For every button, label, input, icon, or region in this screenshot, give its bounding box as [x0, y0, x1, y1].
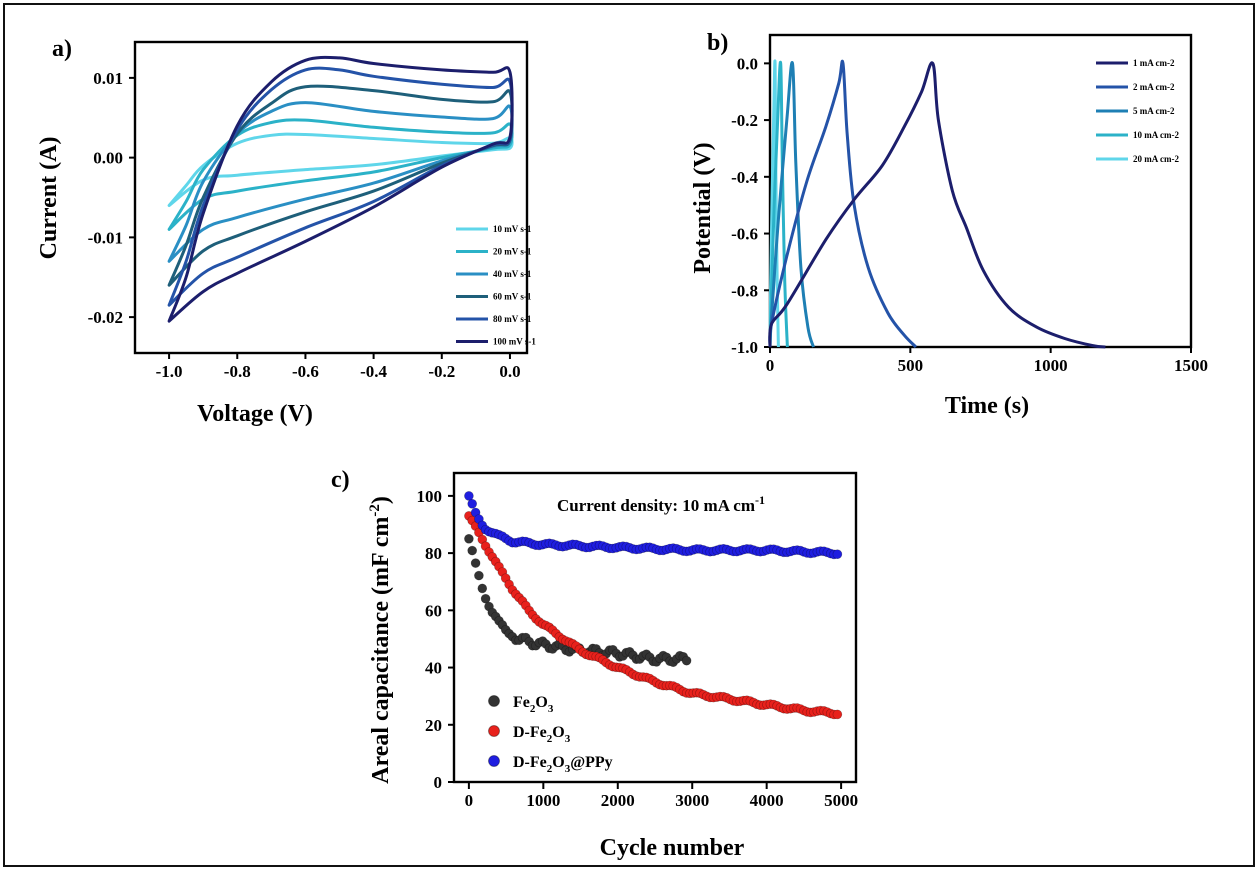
- panel-c-y-tick-label: 20: [425, 716, 442, 735]
- panel-b-legend-label: 20 mA cm-2: [1133, 154, 1179, 164]
- cv-curve-1: [167, 132, 514, 207]
- panel-a-label: a): [52, 36, 72, 62]
- cycle-point: [480, 593, 491, 604]
- panel-c-x-tick-label: 1000: [526, 791, 560, 810]
- panel-c: c) Cycle number Areal capacitance (mF cm…: [331, 467, 858, 861]
- panel-b-legend-label: 10 mA cm-2: [1133, 130, 1179, 140]
- panel-a-x-tick-label: -1.0: [156, 362, 183, 381]
- panel-a: a) Voltage (V) Current (A) -1.0 -0.8 -0.6 -…: [36, 36, 536, 427]
- panel-c-label: c): [331, 467, 350, 493]
- panel-c-y-tick-label: 80: [425, 544, 442, 563]
- panel-c-plot-frame: [452, 471, 858, 784]
- panel-c-x-tick-label: 2000: [601, 791, 635, 810]
- cv-curve-3: [167, 101, 514, 263]
- panel-b-y-tick-label: -0.2: [731, 111, 758, 130]
- panel-c-x-tick-label: 0: [465, 791, 474, 810]
- panel-a-xlabel: Voltage (V): [197, 401, 313, 427]
- cycle-point: [470, 558, 481, 568]
- cycle-point: [467, 498, 478, 509]
- panel-c-ylabel: Areal capacitance (mF cm-2): [367, 496, 394, 784]
- panel-c-x-tick-label: 4000: [750, 791, 784, 810]
- panel-b-ylabel: Potential (V): [690, 142, 716, 273]
- panel-c-legend-label: D-Fe2O3@PPy: [513, 754, 613, 775]
- panel-b: b) Time (s) Potential (V) 0 500 1000 1500 0.…: [690, 30, 1208, 419]
- panel-b-x-tick-label: 1000: [1034, 356, 1068, 375]
- panel-a-y-tick-label: 0.01: [93, 69, 123, 88]
- panel-a-plot-frame: [133, 40, 529, 355]
- panel-b-y-tick-label: 0.0: [737, 54, 758, 73]
- panel-b-y-tick-label: -0.8: [731, 281, 758, 300]
- panel-a-x-tick-label: -0.4: [360, 362, 387, 381]
- panel-c-y-tick-label: 60: [425, 601, 442, 620]
- panel-b-x-tick-label: 500: [898, 356, 924, 375]
- cycle-point: [474, 570, 484, 581]
- panel-c-legend-label: Fe2O3: [513, 694, 554, 715]
- panel-c-y-tick-label: 0: [434, 773, 443, 792]
- panel-c-legend-label: D-Fe2O3: [513, 724, 571, 745]
- cv-curve-5: [167, 66, 514, 307]
- panel-c-y-tick-label: 40: [425, 659, 442, 678]
- figure-frame: [3, 3, 1255, 867]
- panel-b-y-tick-label: -1.0: [731, 338, 758, 357]
- panel-c-legend-marker: [488, 725, 500, 737]
- panel-a-y-tick-label: 0.00: [93, 149, 123, 168]
- panel-a-legend-label: 20 mV s-1: [493, 247, 532, 257]
- cv-curve-6: [167, 55, 514, 323]
- panel-b-y-tick-label: -0.6: [731, 225, 758, 244]
- cycle-point: [477, 583, 488, 594]
- panel-b-legend-label: 5 mA cm-2: [1133, 106, 1175, 116]
- panel-a-y-tick-label: -0.02: [88, 308, 123, 327]
- panel-b-legend-label: 1 mA cm-2: [1133, 58, 1175, 68]
- panel-b-y-tick-label: -0.4: [731, 168, 758, 187]
- panel-c-legend-marker: [488, 695, 500, 707]
- gcd-curve: [768, 59, 917, 349]
- cycle-point: [832, 709, 843, 720]
- cycle-point: [464, 533, 474, 544]
- cycle-point: [832, 549, 843, 560]
- panel-a-legend-label: 60 mV s-1: [493, 292, 532, 302]
- panel-b-xlabel: Time (s): [945, 393, 1029, 419]
- cycle-point: [467, 545, 478, 556]
- panel-b-x-tick-label: 1500: [1174, 356, 1208, 375]
- panel-b-label: b): [707, 30, 728, 56]
- panel-c-legend-marker: [488, 755, 500, 767]
- panel-b-plot-frame: [768, 33, 1193, 349]
- cv-curve-4: [167, 84, 514, 287]
- panel-a-x-tick-label: 0.0: [499, 362, 520, 381]
- panel-a-y-tick-label: -0.01: [88, 228, 123, 247]
- panel-a-legend-label: 100 mV s-1: [493, 337, 536, 347]
- panel-a-x-tick-label: -0.2: [428, 362, 455, 381]
- panel-c-xlabel: Cycle number: [600, 835, 745, 861]
- panel-b-legend-label: 2 mA cm-2: [1133, 82, 1175, 92]
- cycle-point: [464, 491, 474, 501]
- panel-c-y-tick-label: 100: [417, 487, 443, 506]
- gcd-curve: [768, 61, 815, 348]
- panel-a-legend-label: 40 mV s-1: [493, 269, 532, 279]
- current-density-annotation: Current density: 10 mA cm-1: [557, 493, 765, 515]
- panel-a-legend-label: 80 mV s-1: [493, 314, 532, 324]
- cycle-point: [681, 655, 692, 666]
- panel-b-x-tick-label: 0: [766, 356, 775, 375]
- gcd-curve: [768, 61, 1106, 349]
- panel-a-legend-label: 10 mV s-1: [493, 224, 532, 234]
- panel-c-x-tick-label: 5000: [824, 791, 858, 810]
- panel-a-x-tick-label: -0.6: [292, 362, 319, 381]
- panel-c-x-tick-label: 3000: [675, 791, 709, 810]
- panel-a-x-tick-label: -0.8: [224, 362, 251, 381]
- panel-a-ylabel: Current (A): [36, 137, 62, 260]
